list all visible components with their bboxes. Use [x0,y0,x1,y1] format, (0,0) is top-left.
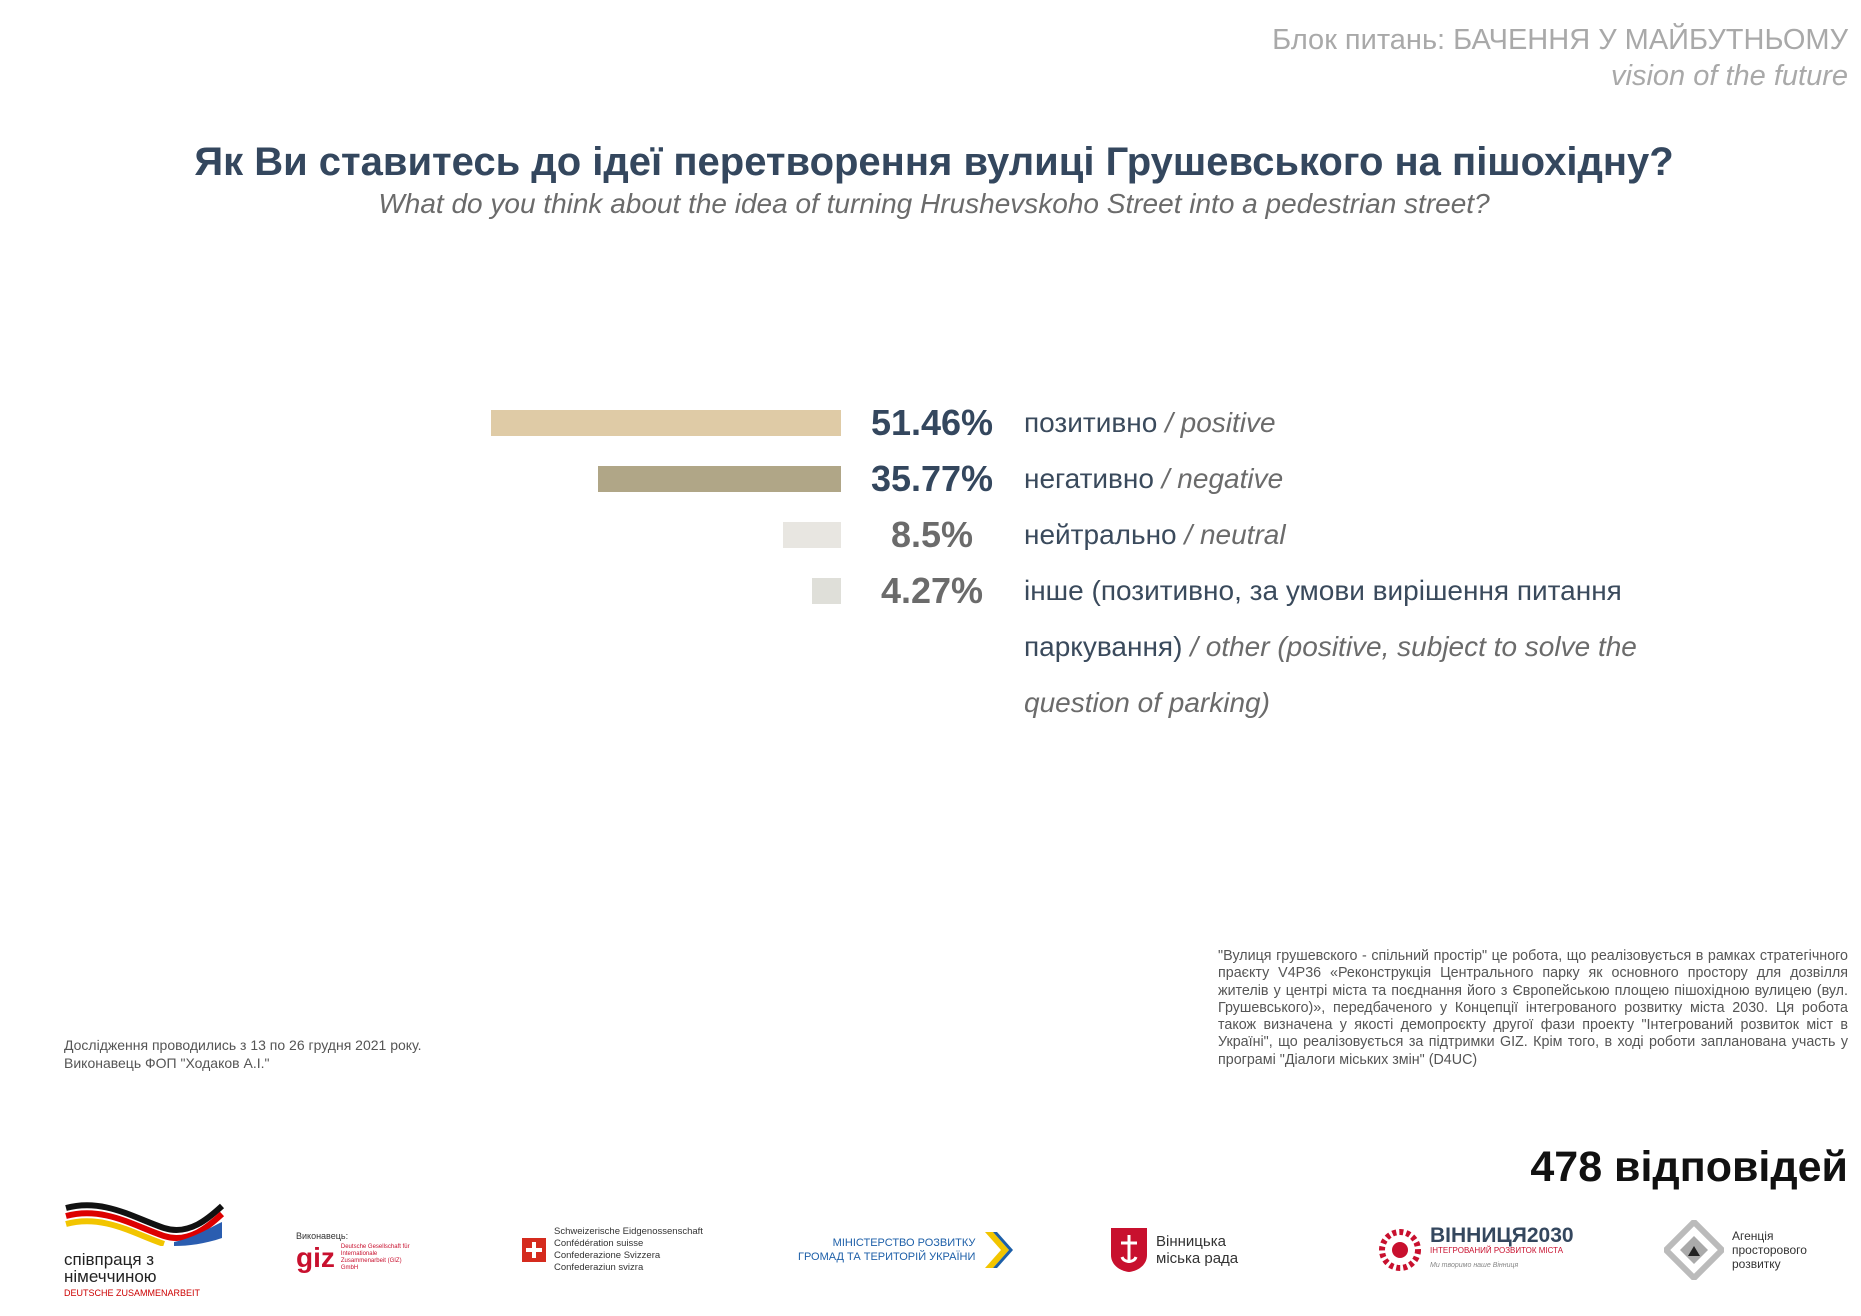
logo-agency: Агенція просторового розвитку [1664,1205,1807,1295]
logo-text: Confédération suisse [554,1238,644,1249]
bar [783,522,841,548]
emblem [1379,1229,1421,1271]
logo-text: ІНТЕГРОВАНИЙ РОЗВИТОК МІСТА [1430,1245,1564,1255]
logo-text: Вінницька [1156,1233,1226,1250]
coat-of-arms [1111,1228,1147,1272]
logo-text: Confederazione Svizzera [554,1250,661,1261]
category-label: інше (позитивно, за умови вирішення пита… [1024,563,1714,731]
value-label: 8.5% [890,514,974,555]
logo-text: Confederaziun svizra [554,1262,644,1273]
chevron [985,1232,1014,1268]
value-label: 35.77% [870,458,994,499]
kicker-en: vision of the future [1611,60,1848,92]
chart-title: Як Ви ставитесь до ідеї перетворення вул… [194,140,1674,184]
logo-text: ВІННИЦЯ2030 [1430,1223,1574,1247]
kicker-uk: Блок питань: БАЧЕННЯ У МАЙБУТНЬОМУ [1272,24,1848,56]
logo-text: Schweizerische Eidgenossenschaft [554,1226,703,1237]
logo-text: німеччиною [64,1267,157,1286]
category-en: / negative [1161,463,1284,494]
category-uk: позитивно [1024,407,1158,438]
logo-text: МІНІСТЕРСТВО РОЗВИТКУ [832,1237,976,1249]
category-en: / other (positive, subject to solve the … [1024,631,1637,718]
logo-vinnytsia-2030: ВІННИЦЯ2030 ІНТЕГРОВАНИЙ РОЗВИТОК МІСТА … [1378,1205,1574,1295]
logo-text: міська рада [1156,1250,1239,1267]
logo-text: Ми творимо наше Вінниця [1430,1261,1519,1269]
logo-text: DEUTSCHE ZUSAMMENARBEIT [64,1288,201,1298]
bar [491,410,841,436]
logo-giz: Виконавець: giz Deutsche Gesellschaft fü… [296,1205,411,1295]
category-label: позитивно / positive [1024,395,1714,451]
method-line: Виконавець ФОП "Ходаков А.І." [64,1055,270,1071]
swiss-flag [522,1238,546,1262]
logo-text: просторового [1732,1243,1807,1257]
category-label: негативно / negative [1024,451,1714,507]
logo-germany: співпраця з німеччиною DEUTSCHE ZUSAMMEN… [64,1202,225,1298]
logo-text: співпраця з [64,1250,155,1269]
category-en: / positive [1165,407,1276,438]
responses-count: 478 відповідей [1530,1143,1848,1191]
diamond-mark [1664,1220,1724,1280]
flag-ribbon [65,1202,225,1247]
category-uk: негативно [1024,463,1154,494]
bar [597,466,841,492]
method-note: Дослідження проводились з 13 по 26 грудн… [64,1036,422,1072]
bar [811,578,841,604]
category-uk: нейтрально [1024,519,1177,550]
logo-ministry: МІНІСТЕРСТВО РОЗВИТКУ ГРОМАД ТА ТЕРИТОРІ… [798,1205,1014,1295]
category-label: нейтрально / neutral [1024,507,1714,563]
chart: 51.46% позитивно / positive 35.77% негативн… [491,395,1714,731]
logo-text: Агенція [1732,1229,1774,1243]
category-en: / neutral [1184,519,1286,550]
logo-text: Deutsche Gesellschaft für Internationale… [340,1243,410,1271]
logo-swiss: Schweizerische Eidgenossenschaft Confédé… [522,1205,703,1295]
logo-text: giz [296,1242,335,1273]
method-line: Дослідження проводились з 13 по 26 грудн… [64,1037,422,1053]
logo-vinnytsia-council: Вінницька міська рада [1110,1205,1238,1295]
logo-text: ГРОМАД ТА ТЕРИТОРІЙ УКРАЇНИ [798,1251,976,1263]
logo-text: розвитку [1732,1257,1781,1271]
value-label: 4.27% [880,570,984,611]
kicker: Блок питань: БАЧЕННЯ У МАЙБУТНЬОМУ visio… [1272,22,1848,94]
value-label: 51.46% [870,402,994,443]
category-uk: інше (позитивно, за умови вирішення пита… [1024,575,1622,662]
logo-text: Виконавець: [296,1230,349,1241]
chart-subtitle: What do you think about the idea of turn… [378,188,1490,219]
project-note: "Вулиця грушевского - спільний простір" … [1218,948,1848,1068]
